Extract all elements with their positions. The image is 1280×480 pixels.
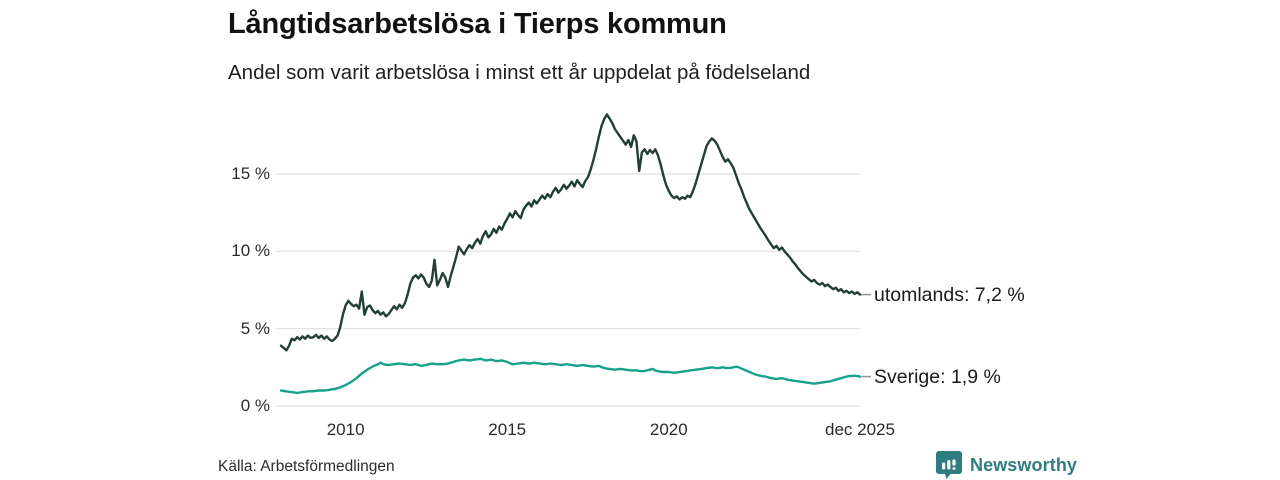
series-line-Sverige: [279, 357, 862, 395]
chart-subtitle: Andel som varit arbetslösa i minst ett å…: [228, 61, 811, 84]
newsworthy-brand: Newsworthy: [936, 450, 1077, 480]
y-tick-label-10: 10 %: [231, 241, 270, 261]
newsworthy-logo-icon: [936, 451, 962, 479]
x-tick-label-2015: 2015: [488, 420, 527, 439]
series-end-label-utomlands: utomlands: 7,2 %: [874, 283, 1025, 306]
y-tick-label-5: 5 %: [240, 318, 270, 338]
y-tick-label-15: 15 %: [231, 164, 270, 183]
x-tick-label-dec-2025: dec 2025: [825, 420, 895, 439]
source-note: Källa: Arbetsförmedlingen: [218, 458, 395, 475]
chart-title: Långtidsarbetslösa i Tierps kommun: [228, 8, 727, 40]
x-tick-label-2010: 2010: [326, 420, 365, 439]
newsworthy-wordmark: Newsworthy: [970, 454, 1078, 475]
series-end-label-Sverige: Sverige: 1,9 %: [874, 365, 1001, 388]
series-line-utomlands: [279, 113, 862, 352]
y-tick-label-0: 0 %: [240, 396, 270, 415]
x-tick-label-2020: 2020: [649, 420, 688, 439]
